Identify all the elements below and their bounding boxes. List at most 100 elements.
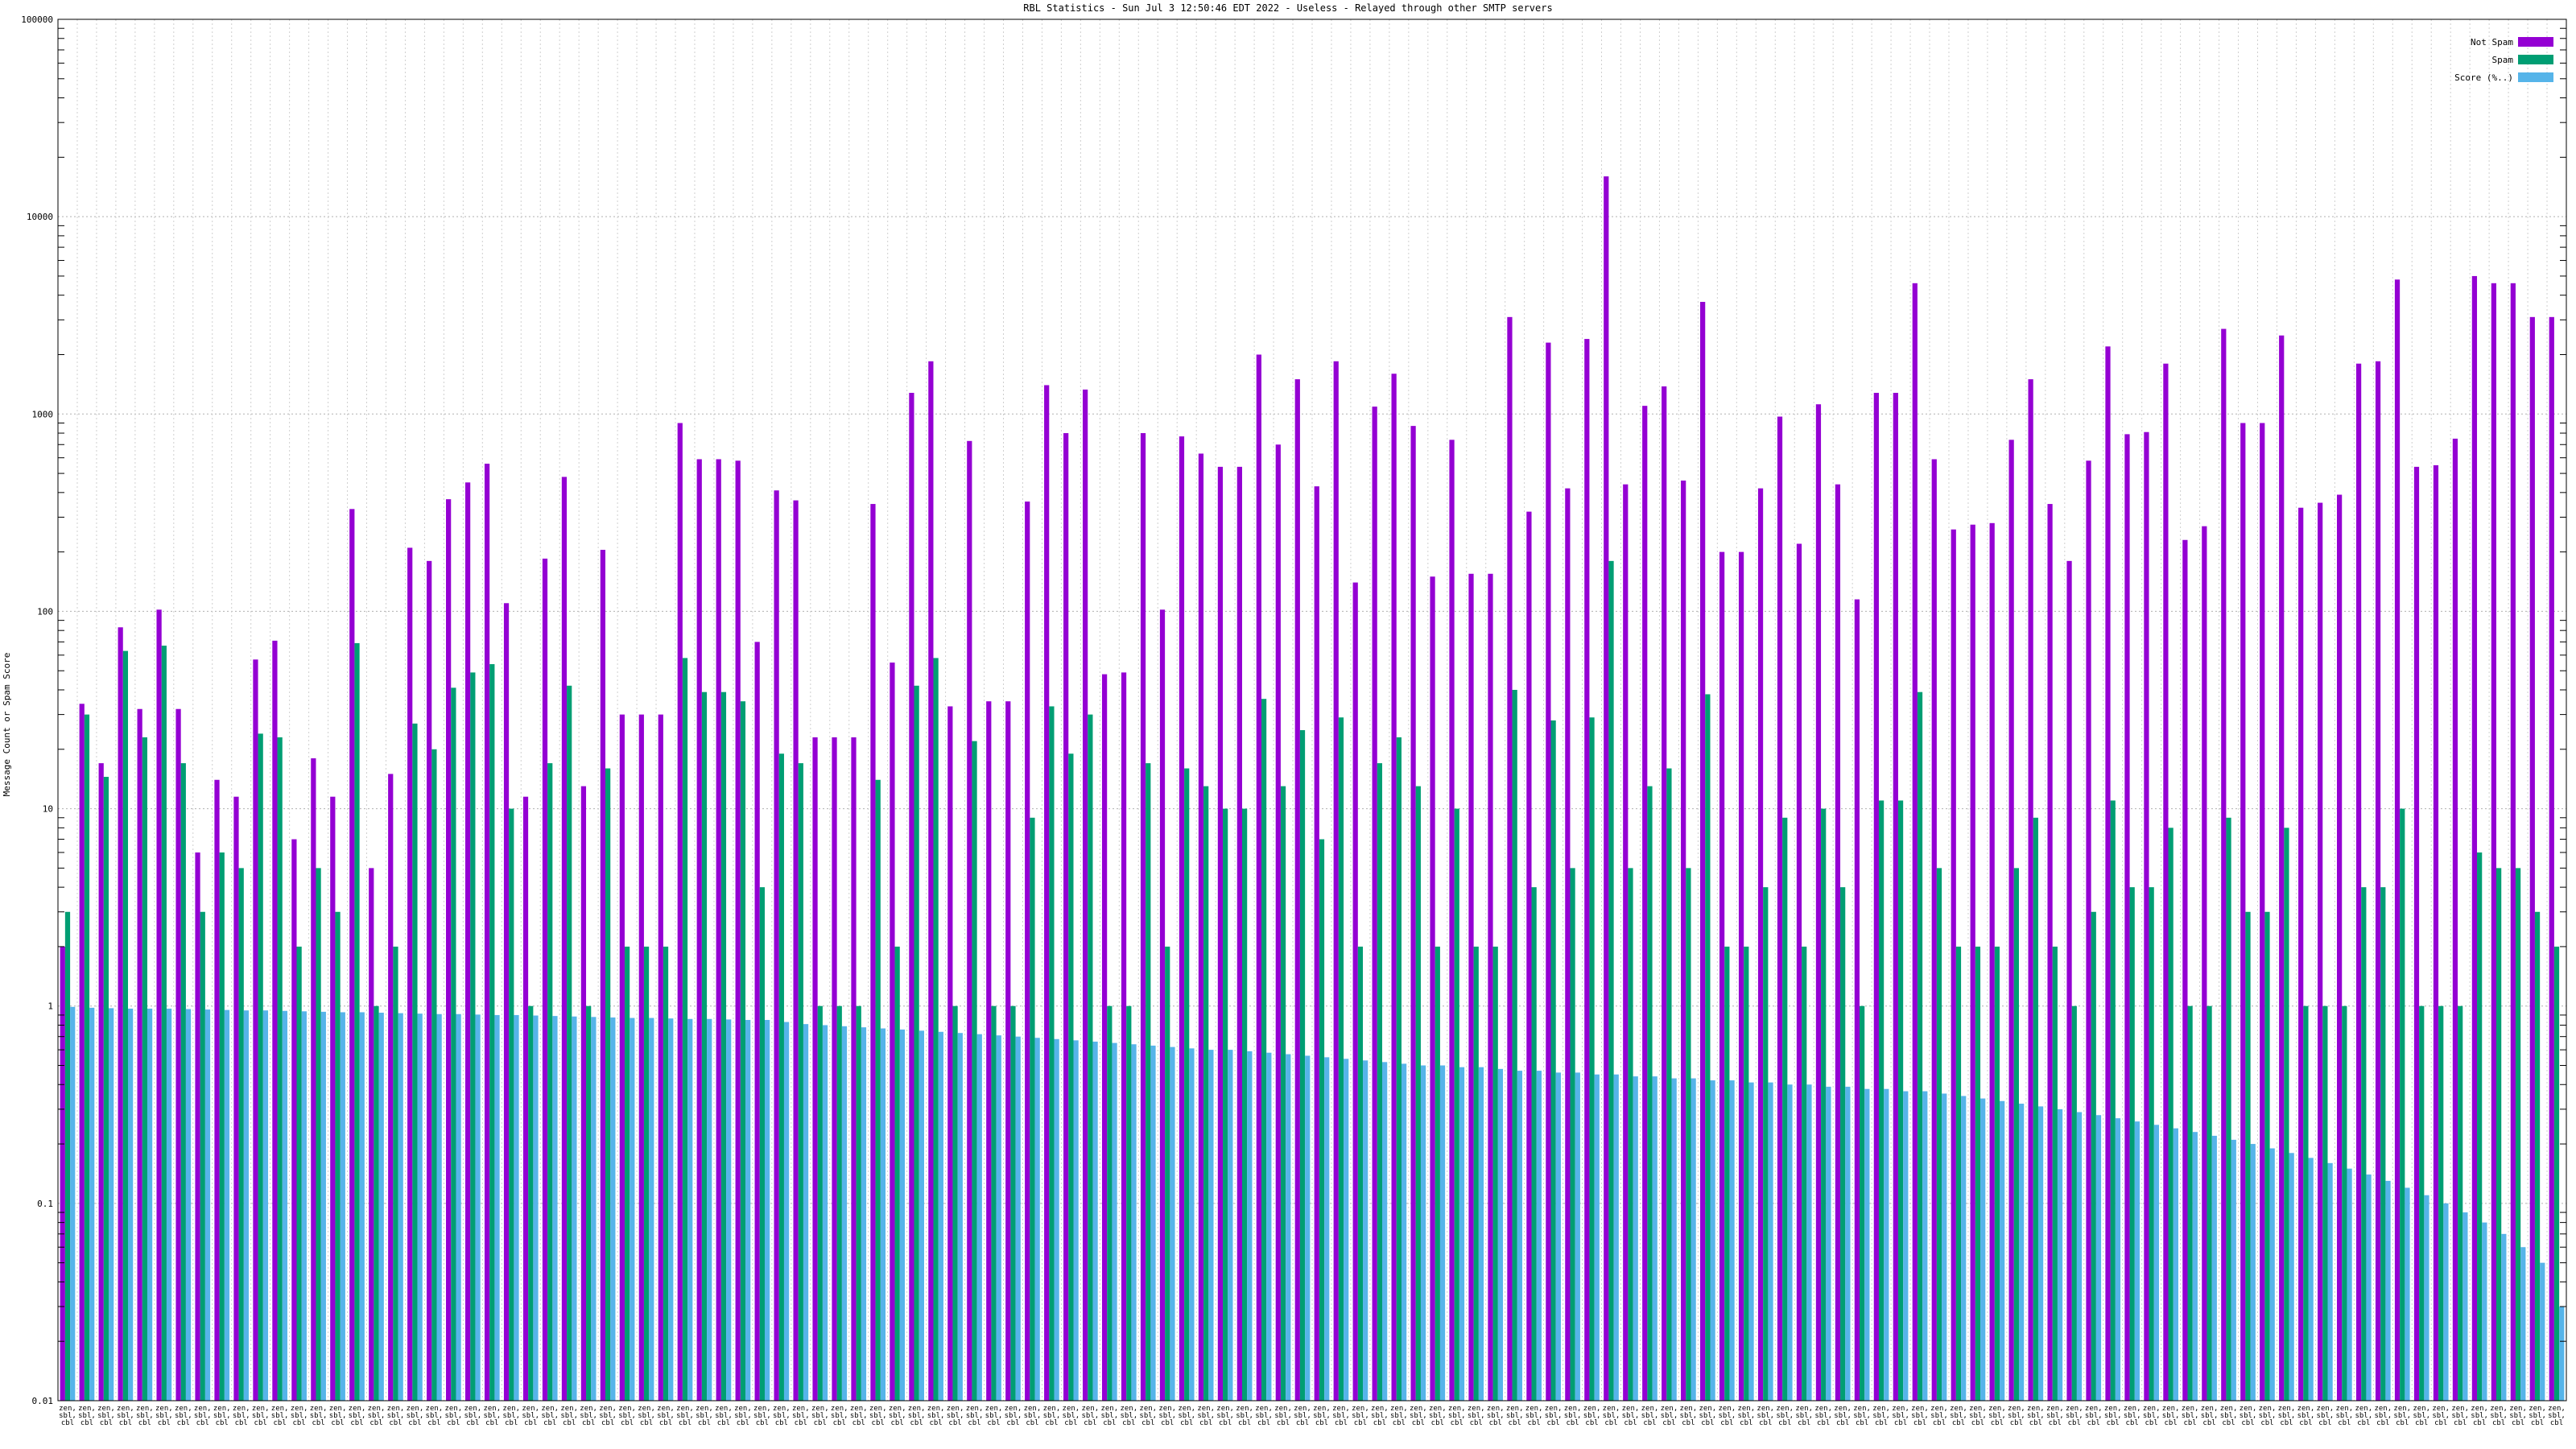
bar-score	[1305, 1055, 1311, 1401]
bar-score	[282, 1010, 287, 1401]
x-tick-label: sbl,	[908, 1412, 926, 1420]
x-tick-label: cbl	[775, 1419, 788, 1427]
x-tick-label: zen,	[831, 1405, 848, 1413]
x-tick-label: zen,	[966, 1405, 984, 1413]
x-tick-label: cbl	[1817, 1419, 1830, 1427]
x-tick-label: cbl	[1084, 1419, 1096, 1427]
bar-not-spam	[2066, 560, 2072, 1401]
bar-spam	[1531, 887, 1537, 1401]
bar-score	[764, 1020, 770, 1401]
bar-score	[957, 1033, 963, 1401]
x-tick-label: zen,	[1969, 1405, 1987, 1413]
x-tick-label: sbl,	[2143, 1412, 2161, 1420]
bar-spam	[798, 763, 803, 1401]
bar-score	[996, 1035, 1001, 1401]
x-tick-label: cbl	[1006, 1419, 1019, 1427]
x-tick-label: zen,	[1757, 1405, 1774, 1413]
bar-spam	[1184, 768, 1190, 1401]
bar-score	[2076, 1112, 2083, 1401]
bar-score	[2192, 1132, 2198, 1401]
bar-score	[976, 1034, 982, 1401]
bar-not-spam	[175, 708, 181, 1401]
x-tick-label: sbl,	[2393, 1412, 2411, 1420]
x-tick-label: cbl	[2492, 1419, 2505, 1427]
x-tick-label: sbl,	[1294, 1412, 1311, 1420]
x-tick-label: zen,	[291, 1405, 308, 1413]
bar-not-spam	[1101, 674, 1108, 1401]
x-tick-label: sbl,	[1255, 1412, 1273, 1420]
x-tick-label: zen,	[715, 1405, 733, 1413]
x-tick-label: sbl,	[2066, 1412, 2083, 1420]
x-tick-label: sbl,	[1930, 1412, 1948, 1420]
bar-not-spam	[2510, 283, 2516, 1401]
bar-not-spam	[2144, 431, 2149, 1401]
x-tick-label: sbl,	[1988, 1412, 2006, 1420]
bar-spam	[1146, 763, 1151, 1401]
x-tick-label: cbl	[2049, 1419, 2062, 1427]
bar-spam	[605, 768, 611, 1401]
bar-spam	[1512, 689, 1517, 1401]
bar-not-spam	[1025, 502, 1030, 1402]
x-tick-label: cbl	[1875, 1419, 1888, 1427]
bar-score	[456, 1013, 461, 1401]
bar-spam	[451, 687, 456, 1401]
x-tick-label: cbl	[1991, 1419, 2004, 1427]
x-tick-label: sbl,	[1178, 1412, 1195, 1420]
x-tick-label: zen,	[2336, 1405, 2354, 1413]
x-tick-label: sbl,	[734, 1412, 752, 1420]
x-tick-label: sbl,	[1410, 1412, 1427, 1420]
bar-score	[745, 1020, 751, 1401]
bar-not-spam	[330, 796, 336, 1401]
x-tick-label: cbl	[698, 1419, 711, 1427]
bar-spam	[624, 946, 630, 1401]
grid-lines	[57, 19, 2567, 1402]
bar-score	[1208, 1050, 1214, 1401]
bar-not-spam	[561, 477, 568, 1401]
x-tick-label: zen,	[2393, 1405, 2411, 1413]
bar-spam	[2496, 868, 2502, 1401]
x-tick-label: sbl,	[117, 1412, 134, 1420]
bar-not-spam	[60, 946, 65, 1401]
bar-spam	[1550, 720, 1556, 1401]
bar-not-spam	[1873, 393, 1879, 1402]
bar-not-spam	[1604, 176, 1609, 1402]
bar-score	[1594, 1074, 1600, 1401]
x-tick-label: zen,	[676, 1405, 694, 1413]
x-tick-label: zen,	[213, 1405, 231, 1413]
x-tick-label: zen,	[869, 1405, 887, 1413]
bar-score	[1845, 1086, 1851, 1401]
x-tick-label: cbl	[2029, 1419, 2042, 1427]
bar-score	[1961, 1096, 1967, 1401]
x-tick-label: sbl,	[1911, 1412, 1929, 1420]
x-tick-label: cbl	[2202, 1419, 2215, 1427]
x-tick-label: zen,	[1255, 1405, 1273, 1413]
bar-score	[2095, 1115, 2102, 1401]
bar-not-spam	[1121, 672, 1127, 1401]
bar-spam	[238, 868, 244, 1401]
x-tick-label: cbl	[427, 1419, 440, 1427]
bar-not-spam	[1217, 466, 1224, 1401]
x-tick-label: sbl,	[2046, 1412, 2064, 1420]
bar-score	[109, 1008, 114, 1401]
x-tick-label: cbl	[640, 1419, 653, 1427]
x-tick-label: sbl,	[2355, 1412, 2372, 1420]
x-tick-label: sbl,	[618, 1412, 636, 1420]
bar-spam	[1955, 946, 1962, 1401]
x-tick-label: cbl	[1103, 1419, 1116, 1427]
bar-spam	[335, 911, 341, 1401]
y-tick-label: 100	[37, 606, 53, 617]
bar-spam	[2187, 1005, 2193, 1401]
x-tick-label: sbl,	[1429, 1412, 1447, 1420]
x-tick-label: zen,	[2297, 1405, 2315, 1413]
x-tick-label: cbl	[1528, 1419, 1541, 1427]
bar-not-spam	[2008, 440, 2014, 1401]
bar-spam	[2207, 1005, 2212, 1401]
bar-spam	[1357, 946, 1364, 1401]
bar-spam	[2033, 817, 2038, 1401]
x-tick-label: zen,	[560, 1405, 578, 1413]
bar-spam	[1068, 753, 1074, 1401]
x-tick-label: cbl	[1470, 1419, 1483, 1427]
bar-score	[1189, 1048, 1195, 1401]
bar-score	[1034, 1038, 1040, 1401]
bar-not-spam	[1835, 484, 1841, 1402]
